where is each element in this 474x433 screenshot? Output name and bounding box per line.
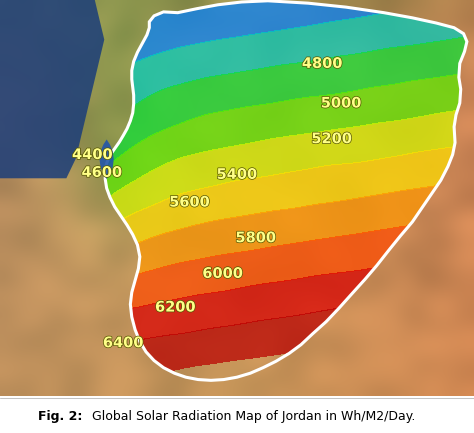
Text: 4400: 4400 bbox=[72, 147, 113, 162]
Text: 5600: 5600 bbox=[169, 194, 210, 210]
Text: 4800: 4800 bbox=[302, 56, 343, 71]
Text: 5800: 5800 bbox=[236, 230, 276, 245]
Text: 4600: 4600 bbox=[82, 165, 122, 180]
Point bbox=[0, 393, 4, 400]
Text: Global Solar Radiation Map of Jordan in Wh/M2/Day.: Global Solar Radiation Map of Jordan in … bbox=[92, 410, 416, 423]
Point bbox=[0, 393, 4, 400]
Point bbox=[0, 393, 4, 400]
Text: 6400: 6400 bbox=[103, 335, 144, 350]
Point bbox=[0, 393, 4, 400]
Point bbox=[0, 393, 4, 400]
Point bbox=[0, 393, 4, 400]
Text: 6200: 6200 bbox=[155, 300, 196, 314]
Point bbox=[0, 393, 4, 400]
Text: Fig. 2:: Fig. 2: bbox=[38, 410, 82, 423]
Text: 6000: 6000 bbox=[202, 266, 243, 281]
Point bbox=[0, 393, 4, 400]
Point bbox=[0, 393, 4, 400]
Text: 5000: 5000 bbox=[321, 96, 362, 110]
Text: 5200: 5200 bbox=[311, 131, 352, 146]
Point bbox=[0, 393, 4, 400]
Polygon shape bbox=[100, 139, 114, 179]
Polygon shape bbox=[0, 0, 104, 178]
Text: 5400: 5400 bbox=[217, 167, 257, 182]
Point bbox=[0, 393, 4, 400]
